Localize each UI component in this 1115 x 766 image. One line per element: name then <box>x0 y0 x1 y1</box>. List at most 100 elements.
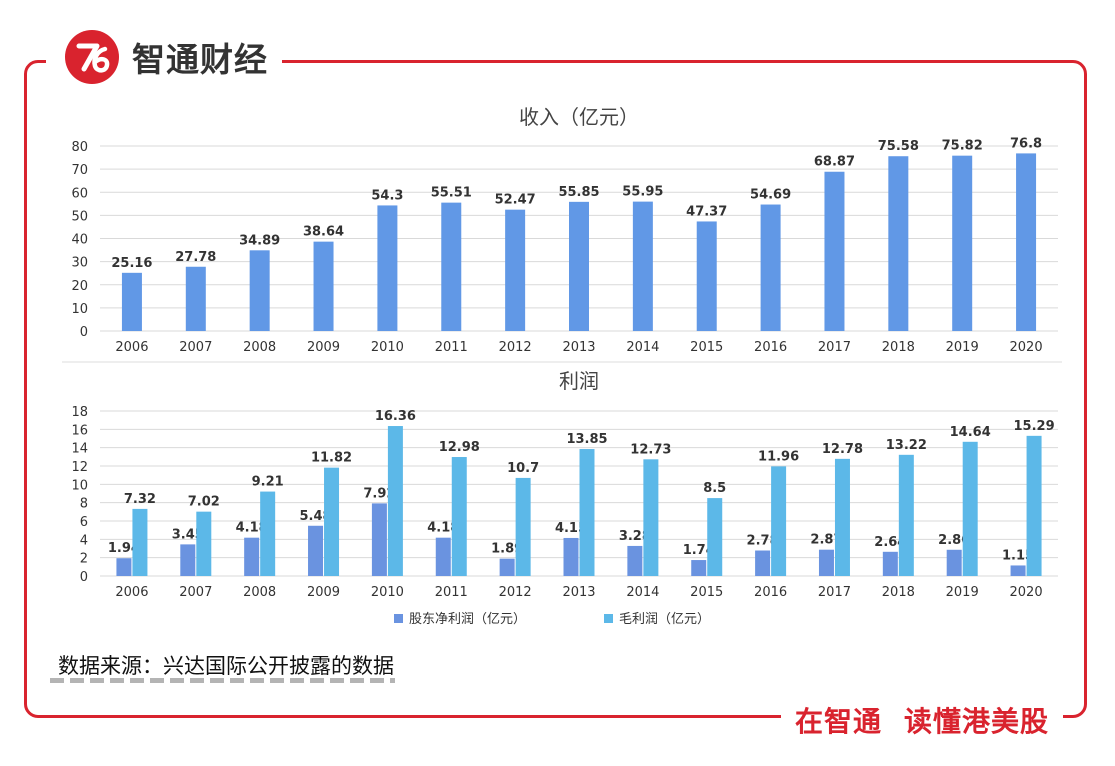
revenue-chart-bar-revenue <box>377 205 398 331</box>
profit-chart-bar-net-profit <box>435 537 451 576</box>
zhitong-logo-icon <box>65 30 119 84</box>
profit-chart-bar-net-profit <box>180 544 196 576</box>
revenue-chart-x-tick-label: 2015 <box>690 340 723 355</box>
profit-chart-bar-net-profit <box>244 537 260 576</box>
profit-chart-bar-gross-profit <box>451 457 467 576</box>
profit-chart-y-tick-label: 0 <box>80 570 88 585</box>
profit-chart-data-label: 11.96 <box>758 449 799 464</box>
profit-chart-x-tick-label: 2006 <box>115 585 148 600</box>
profit-chart-bar-gross-profit <box>260 491 276 576</box>
profit-chart-data-label: 2.87 <box>810 533 842 548</box>
profit-chart-data-label: 11.82 <box>311 451 352 466</box>
profit-chart-data-label: 15.29 <box>1014 419 1055 434</box>
profit-chart-bar-net-profit <box>818 549 834 576</box>
revenue-chart-y-tick-label: 30 <box>71 256 88 271</box>
revenue-chart-bar-revenue <box>569 201 589 331</box>
revenue-chart-data-label: 55.95 <box>622 185 663 200</box>
profit-chart-data-label: 12.78 <box>822 442 863 457</box>
profit-chart-bar-gross-profit <box>707 498 723 576</box>
profit-chart-bar-gross-profit <box>132 508 148 576</box>
profit-chart-legend-label: 股东净利润（亿元） <box>409 612 526 627</box>
profit-chart-bar-net-profit <box>563 537 579 576</box>
revenue-chart-y-tick-label: 40 <box>71 233 88 248</box>
revenue-chart-bar-revenue <box>185 266 206 331</box>
revenue-chart-data-label: 55.51 <box>431 186 472 201</box>
profit-chart-data-label: 9.21 <box>252 475 284 490</box>
profit-chart-data-label: 13.85 <box>566 432 607 447</box>
revenue-chart-x-tick-label: 2020 <box>1010 340 1043 355</box>
revenue-chart-bar-revenue <box>441 202 462 331</box>
revenue-chart-y-tick-label: 10 <box>71 302 88 317</box>
revenue-chart-data-label: 27.78 <box>175 250 216 265</box>
brand-slogan: 在智通 读懂港美股 <box>780 700 1063 740</box>
profit-chart-y-tick-label: 6 <box>80 515 88 530</box>
revenue-chart-bar-revenue <box>696 221 717 331</box>
revenue-chart-data-label: 25.16 <box>111 256 152 271</box>
profit-chart-legend-swatch <box>604 614 613 623</box>
revenue-chart-x-tick-label: 2011 <box>435 340 468 355</box>
profit-chart-bar-gross-profit <box>834 458 850 576</box>
revenue-chart-data-label: 75.82 <box>942 139 983 154</box>
revenue-chart-data-label: 34.89 <box>239 233 280 248</box>
revenue-chart-x-tick-label: 2019 <box>946 340 979 355</box>
revenue-chart-x-tick-label: 2014 <box>626 340 659 355</box>
profit-chart-y-tick-label: 12 <box>71 460 88 475</box>
profit-chart-data-label: 10.7 <box>507 461 539 476</box>
profit-chart-y-tick-label: 18 <box>71 405 88 420</box>
profit-chart-y-tick-label: 2 <box>80 552 88 567</box>
revenue-chart-x-tick-label: 2010 <box>371 340 404 355</box>
revenue-chart-x-tick-label: 2018 <box>882 340 915 355</box>
revenue-chart-data-label: 47.37 <box>686 204 727 219</box>
revenue-chart-bar-revenue <box>1016 153 1037 331</box>
profit-chart-x-tick-label: 2018 <box>882 585 915 600</box>
profit-chart-data-label: 4.15 <box>555 521 587 536</box>
profit-chart-bar-net-profit <box>499 558 515 576</box>
revenue-chart-y-tick-label: 20 <box>71 279 88 294</box>
profit-chart-legend-swatch <box>394 614 403 623</box>
revenue-chart-data-label: 75.58 <box>878 139 919 154</box>
profit-chart-data-label: 4.18 <box>236 521 268 536</box>
revenue-chart-y-tick-label: 0 <box>80 325 88 340</box>
chart-frame <box>24 60 1087 718</box>
profit-chart-x-tick-label: 2007 <box>179 585 212 600</box>
profit-chart-bar-gross-profit <box>196 511 212 576</box>
profit-chart-bar-net-profit <box>308 525 324 576</box>
profit-chart-y-tick-label: 16 <box>71 423 88 438</box>
profit-chart-y-tick-label: 4 <box>80 533 88 548</box>
profit-chart-data-label: 1.89 <box>491 542 523 557</box>
profit-chart-bar-gross-profit <box>579 449 595 576</box>
revenue-chart-data-label: 55.85 <box>558 185 599 200</box>
profit-chart-title: 利润 <box>559 369 599 393</box>
profit-chart-data-label: 7.32 <box>124 492 156 507</box>
profit-chart-bar-gross-profit <box>1026 435 1042 576</box>
profit-chart-data-label: 1.94 <box>108 541 140 556</box>
profit-chart-bar-net-profit <box>371 503 387 576</box>
profit-chart-bar-gross-profit <box>771 466 787 576</box>
revenue-chart-y-tick-label: 80 <box>71 140 88 155</box>
revenue-chart-data-label: 54.69 <box>750 188 791 203</box>
slogan-right: 读懂港美股 <box>903 705 1049 738</box>
profit-chart-x-tick-label: 2020 <box>1010 585 1043 600</box>
revenue-chart-bar-revenue <box>760 204 781 331</box>
profit-chart-data-label: 7.92 <box>363 486 395 501</box>
revenue-chart-data-label: 76.8 <box>1010 136 1042 151</box>
profit-chart-data-label: 13.22 <box>886 438 927 453</box>
profit-chart-data-label: 1.15 <box>1002 548 1034 563</box>
revenue-chart-bar-revenue <box>505 209 526 331</box>
profit-chart-data-label: 4.18 <box>427 521 459 536</box>
profit-chart-x-tick-label: 2012 <box>499 585 532 600</box>
profit-chart-x-tick-label: 2013 <box>562 585 595 600</box>
profit-chart-data-label: 5.48 <box>299 509 331 524</box>
profit-chart-legend-label: 毛利润（亿元） <box>619 612 710 627</box>
profit-chart-bar-gross-profit <box>643 459 659 576</box>
profit-chart-x-tick-label: 2011 <box>435 585 468 600</box>
revenue-chart-bar-revenue <box>888 156 909 331</box>
profit-chart-x-tick-label: 2017 <box>818 585 851 600</box>
revenue-chart-x-tick-label: 2006 <box>115 340 148 355</box>
revenue-chart-bar-revenue <box>824 171 845 331</box>
profit-chart-bar-net-profit <box>755 550 771 576</box>
profit-chart-x-tick-label: 2009 <box>307 585 340 600</box>
revenue-chart-data-label: 38.64 <box>303 225 344 240</box>
profit-chart-bar-gross-profit <box>962 441 978 576</box>
profit-chart-data-label: 8.5 <box>703 481 726 496</box>
